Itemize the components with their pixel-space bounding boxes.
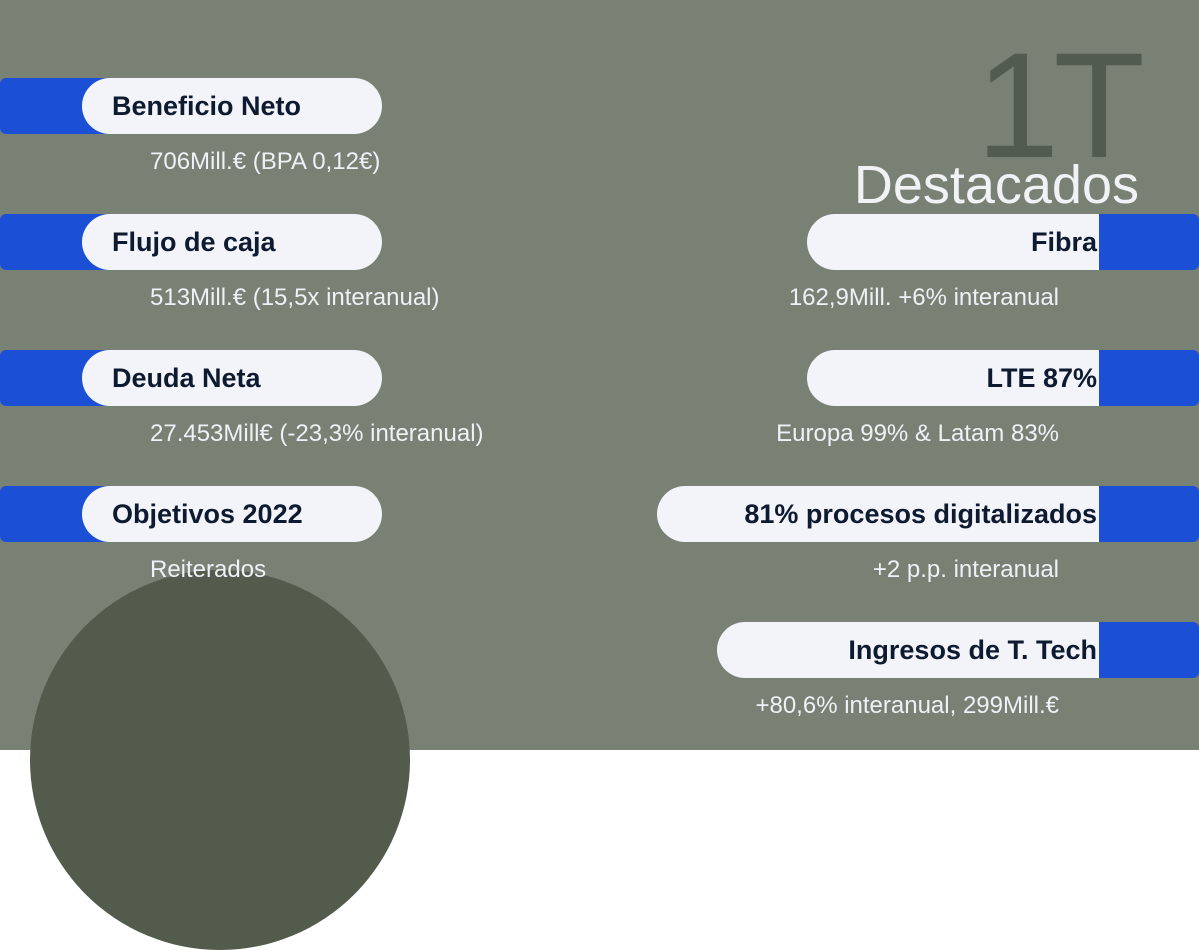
- left-bar-subtext-3: Reiterados: [150, 556, 266, 584]
- right-bar-subtext-2: +2 p.p. interanual: [873, 556, 1059, 584]
- decorative-circle: [30, 570, 410, 950]
- right-bar-label-2: 81% procesos digitalizados: [744, 499, 1097, 530]
- right-bar-3: Ingresos de T. Tech: [717, 622, 1199, 678]
- left-bar-2: Deuda Neta: [0, 350, 382, 406]
- right-bar-subtext-3: +80,6% interanual, 299Mill.€: [755, 692, 1059, 720]
- left-bar-subtext-1: 513Mill.€ (15,5x interanual): [150, 284, 440, 312]
- left-bar-pill-2: Deuda Neta: [82, 350, 382, 406]
- right-bar-label-0: Fibra: [1031, 227, 1097, 258]
- right-bar-subtext-1: Europa 99% & Latam 83%: [776, 420, 1059, 448]
- left-bar-subtext-2: 27.453Mill€ (-23,3% interanual): [150, 420, 484, 448]
- right-bar-label-3: Ingresos de T. Tech: [848, 635, 1097, 666]
- right-bar-accent-0: [1099, 214, 1199, 270]
- left-bar-label-0: Beneficio Neto: [112, 91, 301, 122]
- left-bar-3: Objetivos 2022: [0, 486, 382, 542]
- infographic-canvas: 1T Destacados Beneficio Neto 706Mill.€ (B…: [0, 0, 1199, 750]
- right-bar-accent-3: [1099, 622, 1199, 678]
- right-bar-label-1: LTE 87%: [986, 363, 1097, 394]
- title-sub: Destacados: [854, 154, 1139, 216]
- right-bar-pill-0: Fibra: [807, 214, 1127, 270]
- right-bar-accent-2: [1099, 486, 1199, 542]
- right-bar-1: LTE 87%: [807, 350, 1199, 406]
- right-bar-pill-1: LTE 87%: [807, 350, 1127, 406]
- left-bar-pill-3: Objetivos 2022: [82, 486, 382, 542]
- left-bar-subtext-0: 706Mill.€ (BPA 0,12€): [150, 148, 380, 176]
- right-bar-pill-2: 81% procesos digitalizados: [657, 486, 1127, 542]
- left-bar-0: Beneficio Neto: [0, 78, 382, 134]
- right-bar-subtext-0: 162,9Mill. +6% interanual: [789, 284, 1059, 312]
- left-bar-1: Flujo de caja: [0, 214, 382, 270]
- right-bar-0: Fibra: [807, 214, 1199, 270]
- left-bar-label-2: Deuda Neta: [112, 363, 261, 394]
- right-bar-2: 81% procesos digitalizados: [657, 486, 1199, 542]
- right-bar-accent-1: [1099, 350, 1199, 406]
- left-bar-pill-0: Beneficio Neto: [82, 78, 382, 134]
- left-bar-pill-1: Flujo de caja: [82, 214, 382, 270]
- right-bar-pill-3: Ingresos de T. Tech: [717, 622, 1127, 678]
- left-bar-label-3: Objetivos 2022: [112, 499, 303, 530]
- left-bar-label-1: Flujo de caja: [112, 227, 276, 258]
- title-block: 1T Destacados: [854, 30, 1139, 216]
